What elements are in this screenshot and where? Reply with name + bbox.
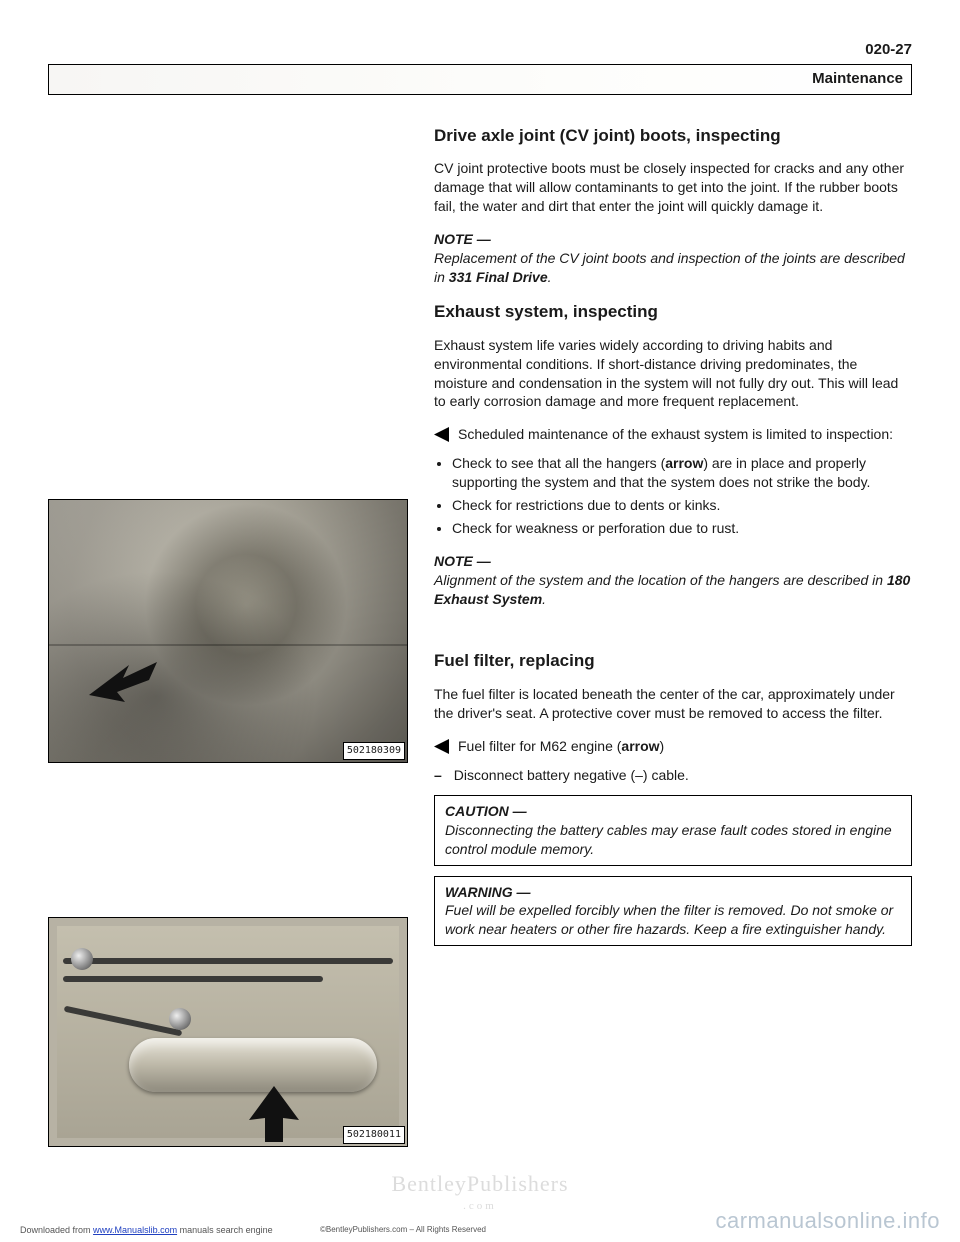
figure-shading bbox=[49, 500, 407, 762]
step-row: – Disconnect battery negative (–) cable. bbox=[434, 766, 912, 785]
footer-copyright: ©BentleyPublishers.com – All Rights Rese… bbox=[320, 1225, 486, 1236]
footer-text: Downloaded from bbox=[20, 1225, 93, 1235]
text: Check to see that all the hangers ( bbox=[452, 455, 665, 471]
paragraph: CV joint protective boots must be closel… bbox=[434, 159, 912, 216]
right-column: Drive axle joint (CV joint) boots, inspe… bbox=[434, 119, 912, 1171]
note-part: . bbox=[548, 269, 552, 285]
figure-filter-cylinder bbox=[129, 1038, 377, 1092]
footer-text: manuals search engine bbox=[177, 1225, 273, 1235]
section-banner-text: Maintenance bbox=[812, 70, 903, 87]
figure-number: 502180011 bbox=[343, 1126, 405, 1144]
spacer bbox=[434, 626, 912, 644]
heading-fuel-filter: Fuel filter, replacing bbox=[434, 650, 912, 673]
watermark-main: BentleyPublishers bbox=[391, 1169, 568, 1199]
section-banner: Maintenance bbox=[48, 64, 912, 94]
warning-heading: WARNING — bbox=[445, 884, 531, 900]
figure-divider bbox=[49, 644, 407, 646]
arrow-icon bbox=[89, 650, 159, 710]
note-block: NOTE — Replacement of the CV joint boots… bbox=[434, 230, 912, 287]
pointer-row: Scheduled maintenance of the exhaust sys… bbox=[434, 425, 912, 444]
figure-pipe bbox=[63, 976, 323, 982]
caution-heading: CAUTION — bbox=[445, 803, 527, 819]
watermark-sub: .com bbox=[391, 1199, 568, 1214]
note-ref: 331 Final Drive bbox=[449, 269, 548, 285]
watermark-publisher: BentleyPublishers .com bbox=[391, 1169, 568, 1214]
note-label: NOTE — bbox=[434, 231, 491, 247]
figure-number: 502180309 bbox=[343, 742, 405, 760]
warning-text: Fuel will be expelled forcibly when the … bbox=[445, 902, 893, 937]
pointer-row: Fuel filter for M62 engine (arrow) bbox=[434, 737, 912, 756]
figure-fuel-filter: 502180011 bbox=[48, 917, 408, 1147]
page-number: 020-27 bbox=[865, 41, 912, 58]
arrow-icon bbox=[249, 1086, 299, 1142]
caution-text: Disconnecting the battery cables may era… bbox=[445, 822, 892, 857]
spacer bbox=[48, 787, 408, 917]
figure-pipe bbox=[63, 958, 393, 964]
pointer-text: Scheduled maintenance of the exhaust sys… bbox=[458, 425, 893, 444]
note-label: NOTE — bbox=[434, 553, 491, 569]
page-header: 020-27 bbox=[48, 40, 912, 60]
heading-cv-joint: Drive axle joint (CV joint) boots, inspe… bbox=[434, 125, 912, 148]
list-item: Check for restrictions due to dents or k… bbox=[452, 496, 912, 515]
dash-icon: – bbox=[434, 766, 442, 785]
text-bold: arrow bbox=[665, 455, 703, 471]
triangle-pointer-icon bbox=[434, 427, 450, 442]
text-bold: arrow bbox=[621, 738, 659, 754]
warning-box: WARNING — Fuel will be expelled forcibly… bbox=[434, 876, 912, 947]
left-column: 502180309 502180011 bbox=[48, 119, 408, 1171]
note-block: NOTE — Alignment of the system and the l… bbox=[434, 552, 912, 609]
footer-download: Downloaded from www.Manualslib.com manua… bbox=[20, 1224, 273, 1236]
spacer bbox=[48, 119, 408, 499]
list-item: Check for weakness or perforation due to… bbox=[452, 519, 912, 538]
paragraph: The fuel filter is located beneath the c… bbox=[434, 685, 912, 723]
text: ) bbox=[660, 738, 665, 754]
figure-knob bbox=[169, 1008, 191, 1030]
content-grid: 502180309 502180011 Drive axle joint (CV… bbox=[48, 119, 912, 1171]
figure-knob bbox=[71, 948, 93, 970]
step-text: Disconnect battery negative (–) cable. bbox=[454, 766, 689, 785]
bullet-list: Check to see that all the hangers (arrow… bbox=[434, 454, 912, 538]
figure-exhaust-hanger: 502180309 bbox=[48, 499, 408, 763]
text: Fuel filter for M62 engine ( bbox=[458, 738, 621, 754]
footer-link[interactable]: www.Manualslib.com bbox=[93, 1225, 177, 1235]
note-part: Alignment of the system and the location… bbox=[434, 572, 887, 588]
pointer-text: Fuel filter for M62 engine (arrow) bbox=[458, 737, 664, 756]
note-part: . bbox=[542, 591, 546, 607]
note-text: Replacement of the CV joint boots and in… bbox=[434, 250, 905, 285]
paragraph: Exhaust system life varies widely accord… bbox=[434, 336, 912, 412]
heading-exhaust: Exhaust system, inspecting bbox=[434, 301, 912, 324]
triangle-pointer-icon bbox=[434, 739, 450, 754]
watermark-site: carmanualsonline.info bbox=[715, 1206, 940, 1236]
caution-box: CAUTION — Disconnecting the battery cabl… bbox=[434, 795, 912, 866]
list-item: Check to see that all the hangers (arrow… bbox=[452, 454, 912, 492]
